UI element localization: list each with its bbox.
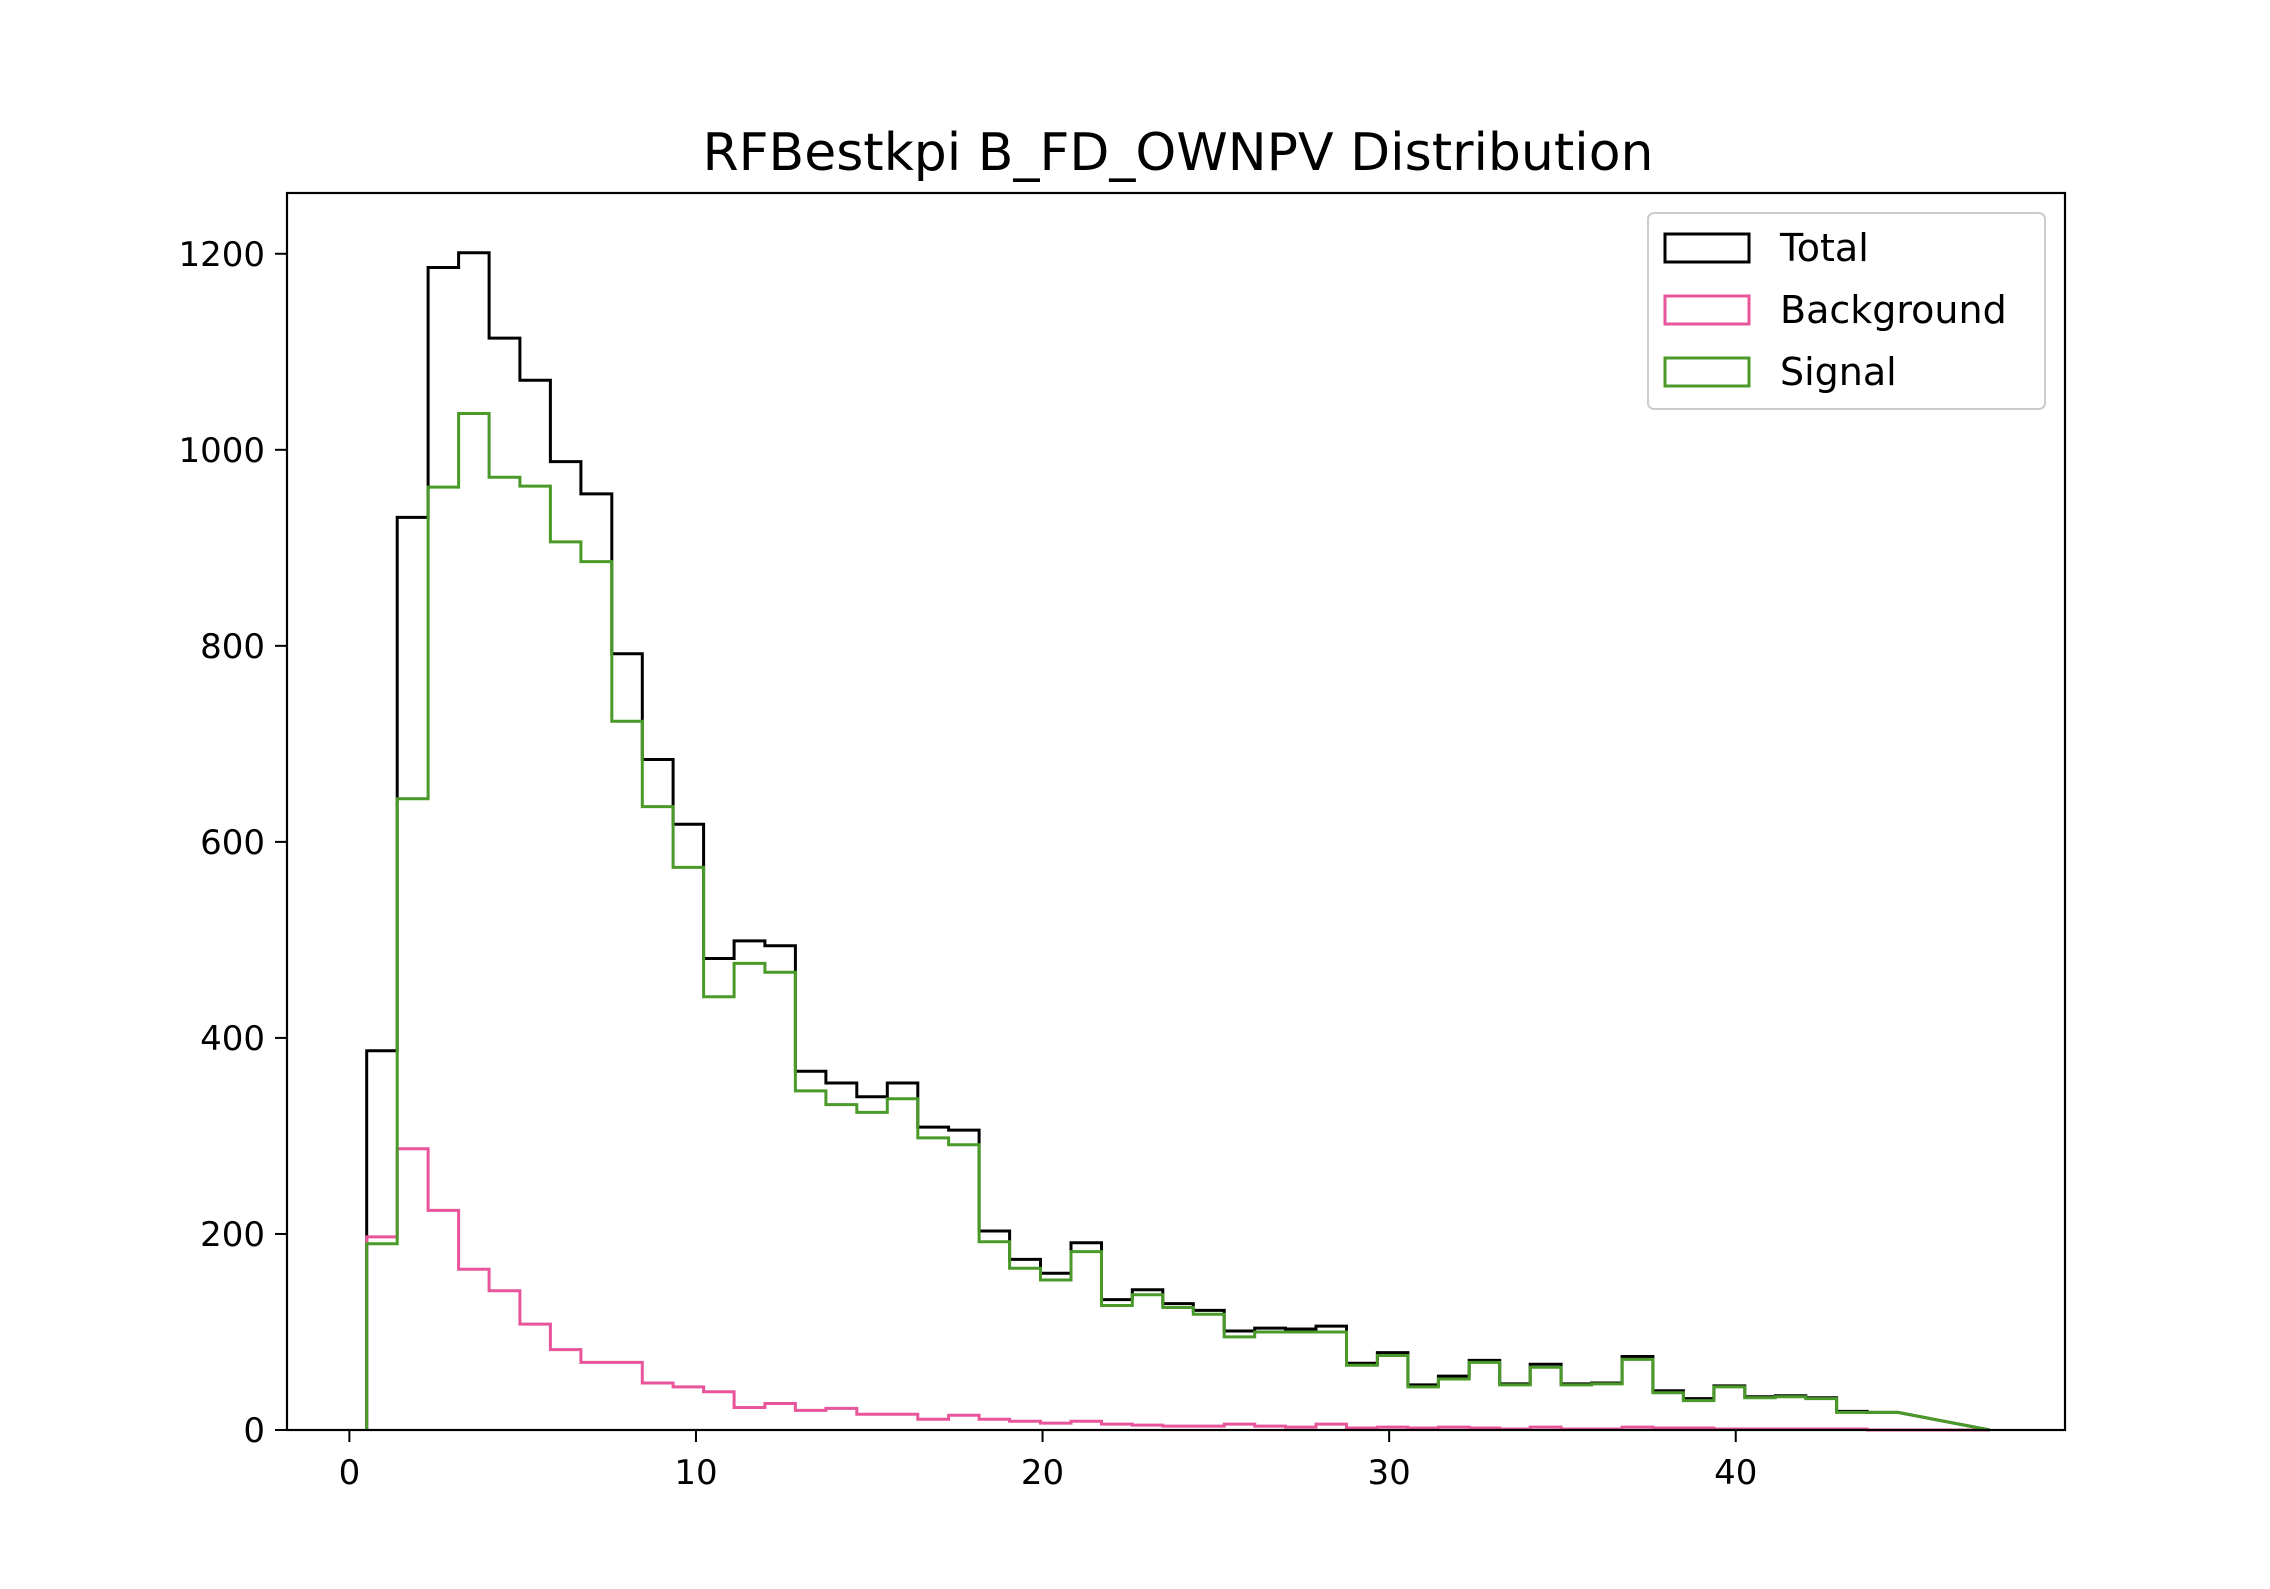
plot-frame	[285, 191, 2067, 1432]
y-tick-label: 400	[200, 1019, 265, 1059]
x-tick-label: 40	[1714, 1453, 1757, 1493]
series-signal-step-line	[365, 412, 1991, 1432]
legend-swatch-total	[1663, 232, 1751, 264]
y-tick-label: 800	[200, 627, 265, 667]
y-tick-label: 1000	[178, 431, 265, 471]
y-tick-label: 600	[200, 823, 265, 863]
legend-label-background: Background	[1780, 288, 2007, 332]
x-tick-label: 30	[1368, 1453, 1411, 1493]
legend-label-total: Total	[1779, 226, 1869, 270]
legend-swatch-signal	[1663, 356, 1751, 388]
chart-title: RFBestkpi B_FD_OWNPV Distribution	[703, 123, 1654, 183]
legend: Total Background Signal	[1647, 212, 2046, 410]
y-tick-label: 1200	[178, 235, 265, 275]
legend-swatch-background	[1663, 294, 1751, 326]
x-tick-label: 20	[1021, 1453, 1064, 1493]
x-tick-label: 0	[339, 1453, 361, 1493]
x-tick-label: 10	[674, 1453, 717, 1493]
legend-label-signal: Signal	[1780, 350, 1897, 394]
y-tick-label: 200	[200, 1215, 265, 1255]
y-tick-label: 0	[243, 1411, 265, 1451]
